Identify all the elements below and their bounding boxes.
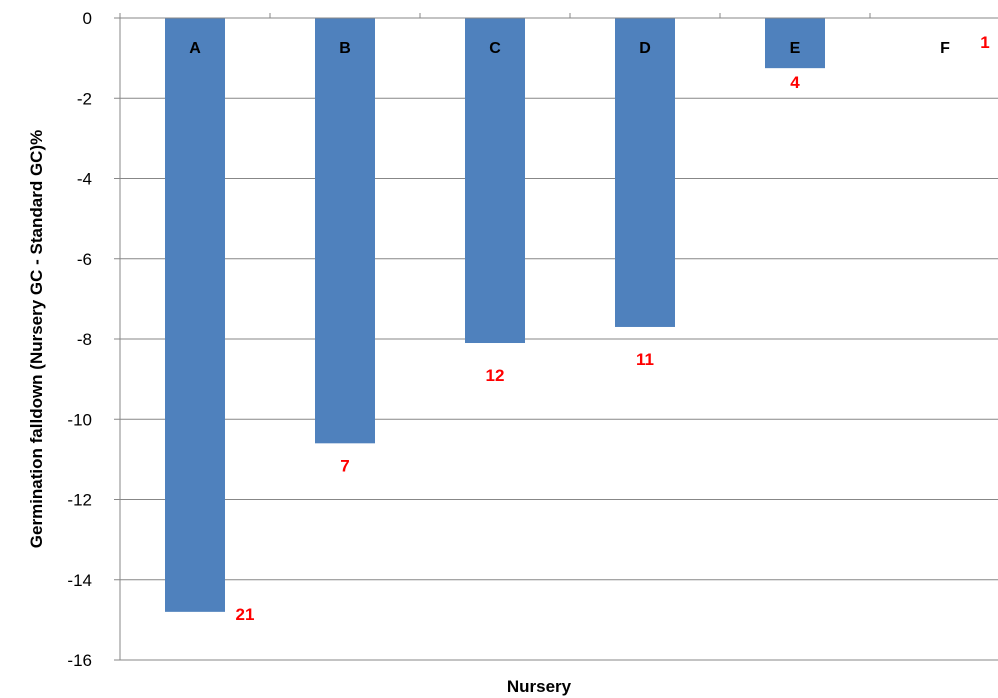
y-tick-label: -6 (77, 250, 92, 269)
y-tick-label: -16 (67, 651, 92, 670)
category-label-c: C (489, 40, 501, 57)
data-label-f: 1 (980, 33, 989, 52)
y-tick-label: -14 (67, 571, 92, 590)
data-label-c: 12 (486, 366, 505, 385)
category-label-d: D (639, 40, 651, 57)
axes (114, 13, 998, 661)
y-tick-label: -12 (67, 491, 92, 510)
category-label-a: A (189, 40, 201, 57)
bar-a (165, 18, 225, 612)
data-label-b: 7 (340, 456, 349, 475)
y-tick-label: -4 (77, 170, 92, 189)
y-tick-label: -10 (67, 410, 92, 429)
y-tick-label: -2 (77, 89, 92, 108)
x-axis-title: Nursery (507, 677, 572, 696)
data-label-d: 11 (636, 350, 654, 369)
category-label-f: F (940, 40, 950, 57)
y-tick-label: 0 (83, 9, 92, 28)
bars (165, 18, 825, 612)
category-label-e: E (790, 40, 801, 57)
bar-e (765, 18, 825, 69)
gridlines (120, 97, 998, 661)
y-axis-title: Germination falldown (Nursery GC - Stand… (27, 130, 46, 548)
data-label-e: 4 (790, 73, 800, 92)
bar-c (465, 18, 525, 344)
category-label-b: B (339, 40, 351, 57)
data-label-a: 21 (236, 605, 255, 624)
y-tick-labels: 0 -2 -4 -6 -8 -10 -12 -14 -16 (67, 9, 92, 670)
y-tick-label: -8 (77, 330, 92, 349)
bar-d (615, 18, 675, 327)
data-labels: 21 7 12 11 4 1 (236, 33, 990, 624)
category-labels: A B C D E F (189, 40, 950, 57)
bar-b (315, 18, 375, 444)
